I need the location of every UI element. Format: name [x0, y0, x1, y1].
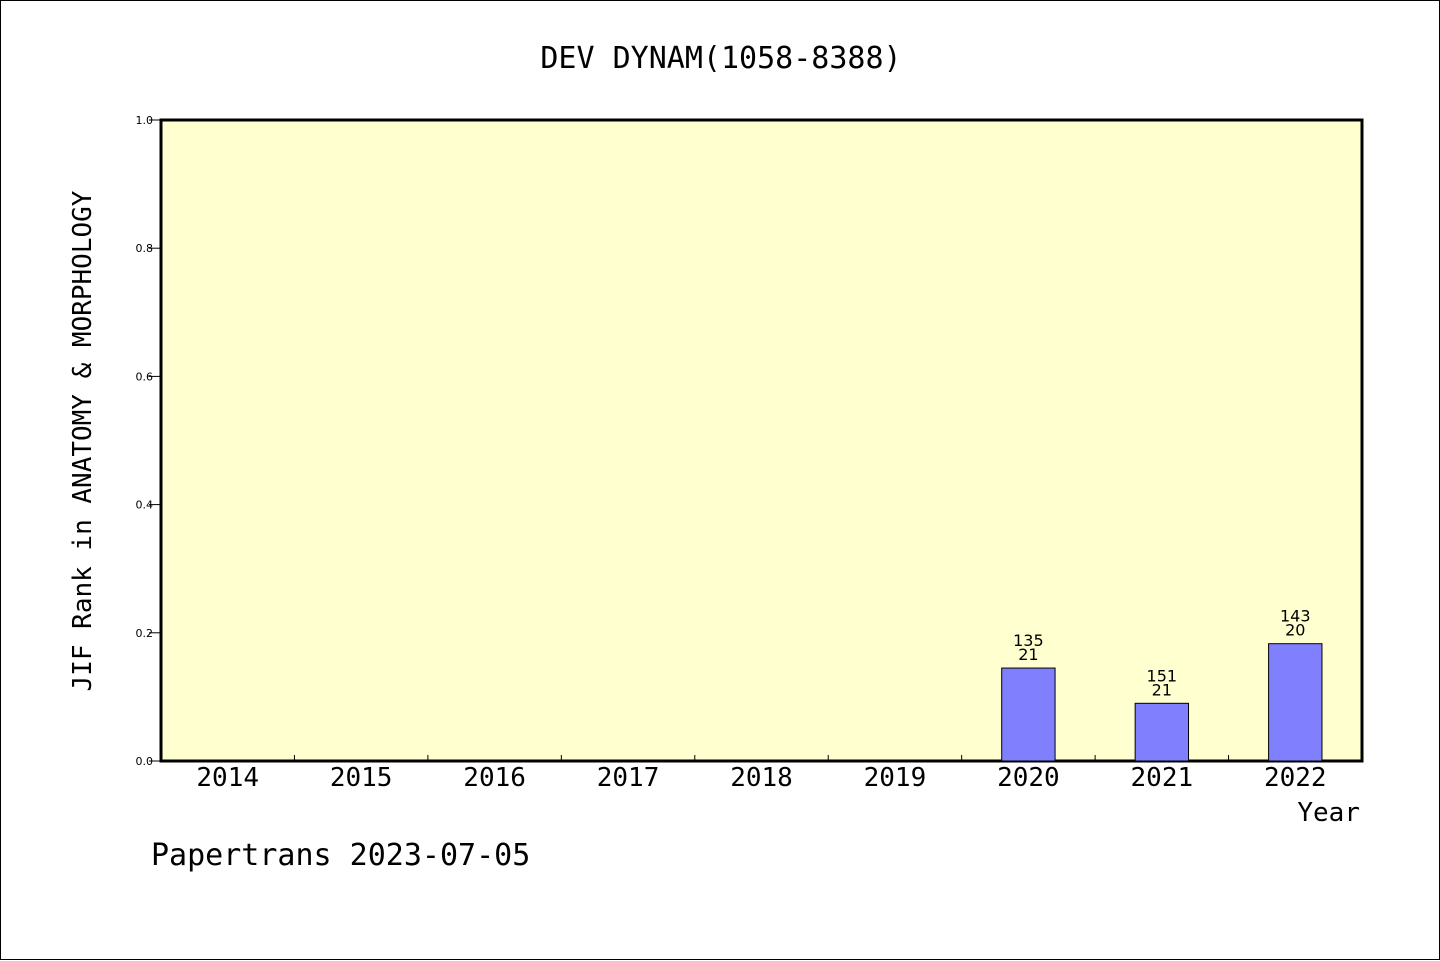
x-tick-label-2021: 2021: [1131, 763, 1194, 793]
chart-title: DEV DYNAM(1058-8388): [540, 41, 901, 76]
x-tick-label-2020: 2020: [997, 763, 1060, 793]
y-tick-label: 1.0: [136, 114, 154, 127]
y-tick-label: 0.2: [136, 627, 154, 640]
bar-label-bottom-2021: 21: [1152, 680, 1172, 699]
footer-text: Papertrans 2023-07-05: [151, 838, 530, 873]
x-tick-label-2015: 2015: [330, 763, 393, 793]
x-tick-label-2022: 2022: [1264, 763, 1327, 793]
x-axis-label: Year: [1297, 798, 1360, 828]
x-tick-label-2014: 2014: [196, 763, 259, 793]
bar-2020: [1001, 667, 1056, 762]
y-tick-label: 0.0: [136, 755, 154, 768]
x-tick-label-2018: 2018: [730, 763, 793, 793]
bar-label-top-2020: 135: [1013, 631, 1044, 650]
y-axis: 0.0 0.2 0.4 0.6 0.8 1.0: [136, 114, 161, 768]
plot-area: [159, 118, 1364, 763]
y-axis-label: JIF Rank in ANATOMY & MORPHOLOGY: [68, 190, 98, 691]
bar-2022: [1268, 643, 1323, 762]
bar-2021: [1134, 702, 1190, 762]
x-axis: 2014 2015 2016 2017 2018 2019 2020 2021 2022: [196, 755, 1327, 793]
bars-group: [1001, 643, 1323, 762]
bar-label-top-2021: 151: [1147, 666, 1178, 685]
y-tick-label: 0.6: [136, 370, 154, 383]
y-tick-label: 0.8: [136, 242, 154, 255]
x-tick-label-2017: 2017: [597, 763, 660, 793]
bar-label-bottom-2022: 20: [1285, 621, 1305, 640]
bar-label-top-2022: 143: [1280, 607, 1311, 626]
x-tick-label-2016: 2016: [463, 763, 526, 793]
x-tick-label-2019: 2019: [864, 763, 927, 793]
bar-label-bottom-2020: 21: [1018, 645, 1038, 664]
y-tick-label: 0.4: [136, 499, 154, 512]
